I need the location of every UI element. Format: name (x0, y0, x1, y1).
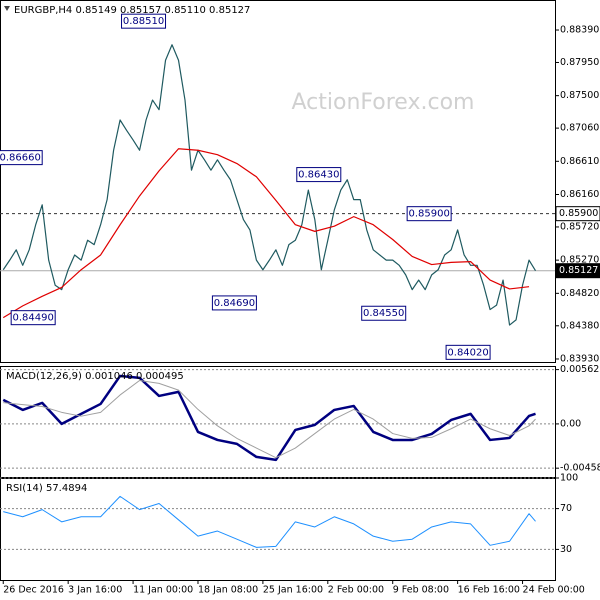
x-tick-label: 26 Dec 2016 (3, 585, 64, 596)
x-tick-label: 3 Jan 16:00 (68, 585, 122, 596)
x-tick-label: 9 Feb 08:00 (393, 585, 449, 596)
panel-title: EURGBP,H4 0.85149 0.85157 0.85110 0.8512… (14, 5, 250, 16)
annotation-label: 0.84490 (12, 313, 53, 324)
y-tick-label: 30 (560, 544, 572, 555)
y-tick-label: 0.85720 (560, 221, 599, 232)
series-line (3, 495, 536, 548)
annotation-label: 0.88510 (123, 16, 164, 27)
level-label: 0.85127 (559, 265, 598, 276)
x-tick-label: 24 Feb 00:00 (523, 585, 585, 596)
x-tick-label: 18 Jan 08:00 (198, 585, 258, 596)
y-tick-label: 100 (560, 473, 578, 484)
series-line (2, 44, 537, 326)
annotation-label: 0.86660 (0, 153, 41, 164)
y-tick-label: 0.00 (560, 418, 581, 429)
annotation-box (0, 150, 43, 166)
y-tick-label: 0.87500 (560, 90, 599, 101)
annotation-label: 0.84690 (214, 298, 255, 309)
annotation-box (296, 167, 342, 183)
y-tick-label: 0.005627 (560, 364, 600, 375)
y-tick-label: 0.85270 (560, 255, 599, 266)
x-tick-label: 2 Feb 00:00 (328, 585, 384, 596)
panel-title: MACD(12,26,9) 0.001046 0.000495 (6, 371, 184, 382)
annotation-box (10, 310, 56, 326)
level-box (555, 206, 600, 222)
x-tick-label: 16 Feb 16:00 (458, 585, 520, 596)
y-tick-label: 0.83930 (560, 353, 599, 364)
level-label: 0.85900 (559, 208, 598, 219)
y-tick-label: 0.88390 (560, 25, 599, 36)
y-tick-label: 0.84380 (560, 320, 599, 331)
annotation-box (121, 13, 167, 29)
y-tick-label: 0.86160 (560, 189, 599, 200)
x-tick-label: 11 Jan 00:00 (133, 585, 193, 596)
panel-title: RSI(14) 57.4894 (6, 483, 87, 494)
annotation-label: 0.86430 (298, 170, 339, 181)
watermark: ActionForex.com (292, 90, 475, 115)
y-tick-label: 0.87060 (560, 123, 599, 134)
panel (0, 478, 556, 581)
series-line (2, 374, 536, 462)
symbol-icon (4, 6, 10, 11)
annotation-box (361, 305, 407, 321)
y-tick-label: 70 (560, 503, 572, 514)
y-tick-label: -0.004586 (560, 463, 600, 474)
series-line (2, 148, 530, 319)
level-box (555, 263, 600, 279)
y-tick-label: 0.86610 (560, 156, 599, 167)
x-tick-label: 25 Jan 16:00 (263, 585, 323, 596)
annotation-box (406, 206, 452, 222)
y-tick-label: 0.84820 (560, 288, 599, 299)
annotation-label: 0.85900 (408, 209, 449, 220)
panel (0, 366, 556, 478)
panel (0, 0, 556, 363)
annotation-label: 0.84020 (447, 347, 488, 358)
annotation-label: 0.84550 (363, 308, 404, 319)
y-tick-label: 0.87950 (560, 57, 599, 68)
annotation-box (445, 344, 491, 360)
annotation-box (211, 295, 257, 311)
series-line (3, 379, 536, 459)
